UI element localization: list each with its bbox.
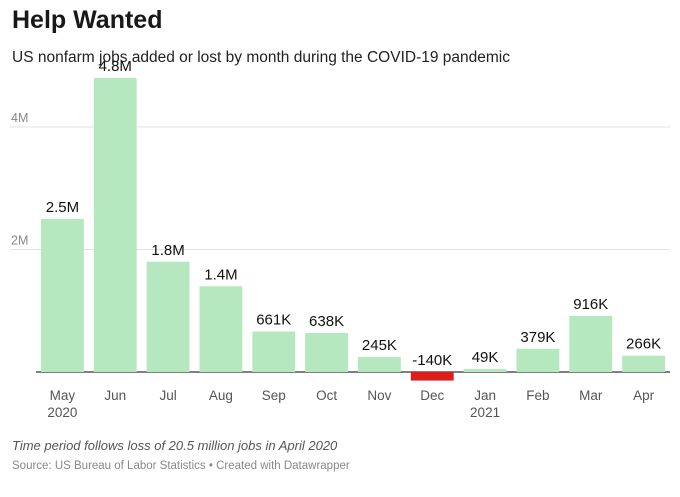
chart-note: Time period follows loss of 20.5 million… — [12, 438, 338, 453]
x-tick-label: Apr — [633, 388, 655, 403]
x-year-label: 2020 — [47, 405, 77, 420]
x-tick-label: Sep — [262, 388, 286, 403]
bar-chart: 2M 4M 2.5M May 2020 4.8M Jun 1.8M Jul 1.4M Aug 661… — [10, 58, 670, 420]
data-label: -140K — [412, 352, 452, 369]
data-label: 916K — [573, 296, 608, 313]
x-tick-label: Aug — [209, 388, 233, 403]
data-label: 2.5M — [46, 199, 79, 216]
bar-nov — [358, 356, 401, 372]
bar-mar — [569, 315, 613, 372]
y-tick-label: 2M — [11, 234, 28, 248]
x-tick-label: Jun — [104, 388, 126, 403]
bar-aug — [199, 286, 243, 372]
data-label: 266K — [626, 336, 661, 353]
data-label: 1.8M — [151, 242, 184, 259]
x-tick-label: Nov — [367, 388, 391, 403]
x-tick-label: May — [50, 388, 76, 403]
x-tick-label: Jan — [474, 388, 496, 403]
bar-apr — [622, 355, 665, 372]
bar-jun — [93, 78, 137, 372]
chart-source: Source: US Bureau of Labor Statistics • … — [12, 460, 350, 472]
data-label: 49K — [472, 349, 499, 366]
chart-subtitle: US nonfarm jobs added or lost by month d… — [12, 49, 510, 66]
bar-feb — [516, 348, 560, 372]
x-tick-label: Mar — [579, 388, 603, 403]
data-label: 638K — [309, 313, 344, 330]
bar-may — [41, 218, 84, 372]
bar-jan — [463, 368, 507, 372]
data-label: 661K — [256, 312, 291, 329]
x-tick-label: Jul — [159, 388, 176, 403]
x-year-label: 2021 — [470, 405, 500, 420]
chart-title: Help Wanted — [12, 6, 163, 34]
y-tick-label: 4M — [11, 111, 28, 125]
data-label: 4.8M — [99, 58, 132, 75]
x-tick-label: Feb — [526, 388, 549, 403]
bar-dec — [410, 372, 454, 381]
data-label: 245K — [362, 337, 397, 354]
bar-jul — [146, 261, 190, 372]
x-tick-label: Dec — [420, 388, 444, 403]
bar-oct — [305, 332, 348, 372]
x-tick-label: Oct — [316, 388, 337, 403]
data-label: 1.4M — [204, 266, 237, 283]
data-label: 379K — [520, 329, 555, 346]
bar-sep — [252, 331, 296, 372]
